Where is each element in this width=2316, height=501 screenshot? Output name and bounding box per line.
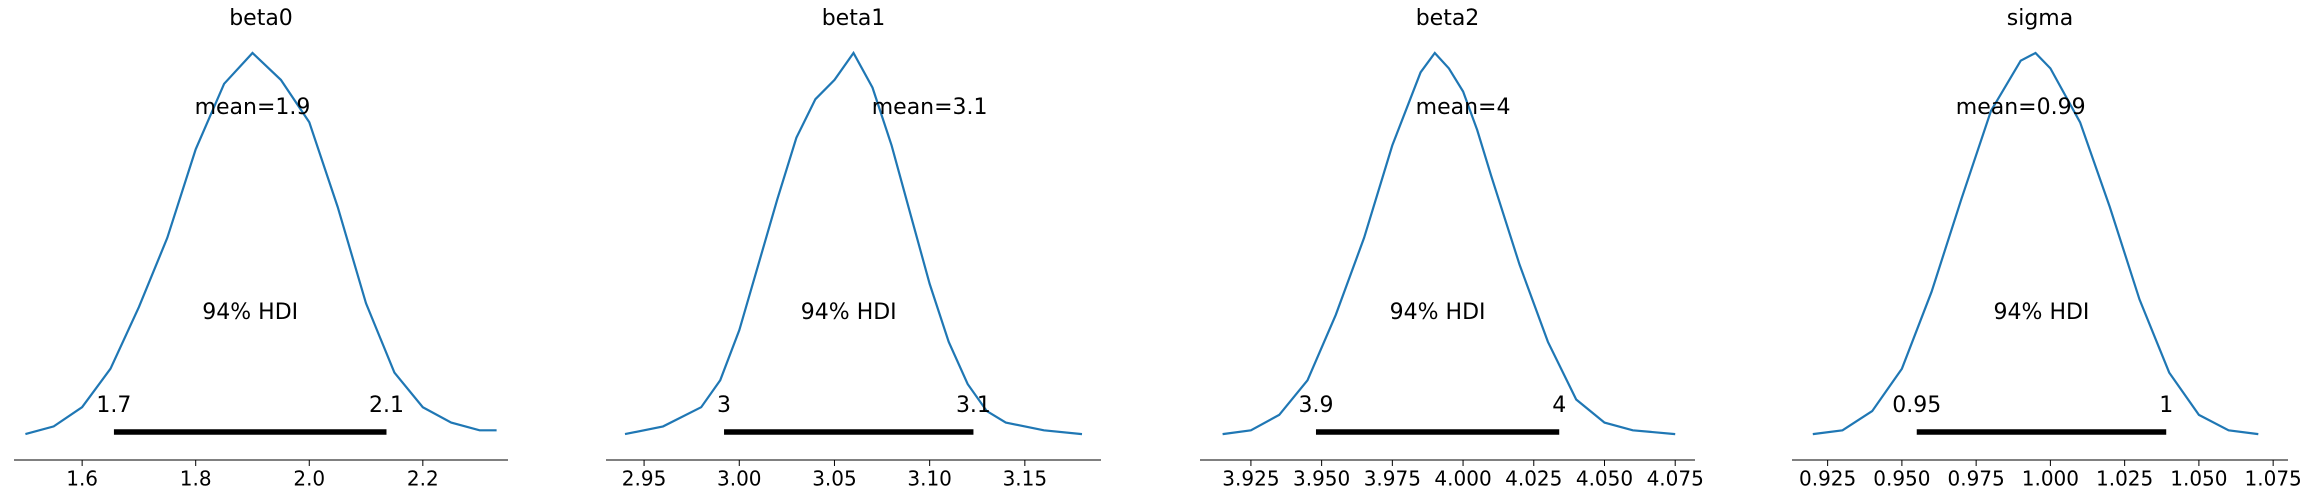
hdi-low-label-beta1: 3 xyxy=(717,393,731,418)
x-tick-label-sigma: 1.050 xyxy=(2170,467,2227,491)
panel-title-beta2: beta2 xyxy=(1416,6,1480,31)
hdi-high-label-beta0: 2.1 xyxy=(369,393,404,418)
x-tick-label-beta0: 2.0 xyxy=(293,467,325,491)
density-curve-sigma xyxy=(1812,51,2259,436)
hdi-high-label-sigma: 1 xyxy=(2159,393,2173,418)
x-tick-label-beta1: 3.05 xyxy=(812,467,857,491)
density-curve-beta2 xyxy=(1222,51,1676,436)
x-tick-label-beta2: 4.025 xyxy=(1505,467,1562,491)
x-tick-label-beta1: 2.95 xyxy=(622,467,667,491)
mean-label-beta2: mean=4 xyxy=(1416,95,1511,120)
mean-label-sigma: mean=0.99 xyxy=(1956,95,2086,120)
x-tick-label-beta0: 2.2 xyxy=(407,467,439,491)
x-tick-label-sigma: 0.975 xyxy=(1948,467,2005,491)
x-tick-label-sigma: 1.075 xyxy=(2245,467,2302,491)
x-tick-label-beta2: 4.075 xyxy=(1647,467,1704,491)
hdi-low-label-beta2: 3.9 xyxy=(1298,393,1333,418)
x-tick-label-beta1: 3.00 xyxy=(717,467,762,491)
x-tick-label-beta2: 3.950 xyxy=(1293,467,1350,491)
x-tick-label-beta0: 1.6 xyxy=(66,467,98,491)
hdi-low-label-beta0: 1.7 xyxy=(96,393,131,418)
x-tick-label-sigma: 0.950 xyxy=(1873,467,1930,491)
x-tick-label-beta1: 3.10 xyxy=(907,467,952,491)
x-tick-label-beta1: 3.15 xyxy=(1003,467,1048,491)
x-tick-label-sigma: 1.000 xyxy=(2022,467,2079,491)
mean-label-beta1: mean=3.1 xyxy=(872,95,988,120)
hdi-low-label-sigma: 0.95 xyxy=(1892,393,1941,418)
panel-title-sigma: sigma xyxy=(2007,6,2073,31)
mean-label-beta0: mean=1.9 xyxy=(195,95,311,120)
x-tick-label-beta2: 4.000 xyxy=(1434,467,1491,491)
x-tick-label-beta0: 1.8 xyxy=(180,467,212,491)
hdi-high-label-beta1: 3.1 xyxy=(956,393,991,418)
x-tick-label-sigma: 0.925 xyxy=(1799,467,1856,491)
panel-title-beta1: beta1 xyxy=(822,6,886,31)
hdi-label-beta2: 94% HDI xyxy=(1390,300,1486,325)
density-curve-beta1 xyxy=(624,50,1083,436)
hdi-label-sigma: 94% HDI xyxy=(1994,300,2090,325)
x-tick-label-sigma: 1.025 xyxy=(2096,467,2153,491)
hdi-high-label-beta2: 4 xyxy=(1552,393,1566,418)
hdi-label-beta0: 94% HDI xyxy=(202,300,298,325)
x-tick-label-beta2: 3.925 xyxy=(1222,467,1279,491)
x-tick-label-beta2: 3.975 xyxy=(1364,467,1421,491)
density-curve-beta0 xyxy=(25,51,497,436)
x-tick-label-beta2: 4.050 xyxy=(1576,467,1633,491)
panel-title-beta0: beta0 xyxy=(229,6,293,31)
hdi-label-beta1: 94% HDI xyxy=(801,300,897,325)
